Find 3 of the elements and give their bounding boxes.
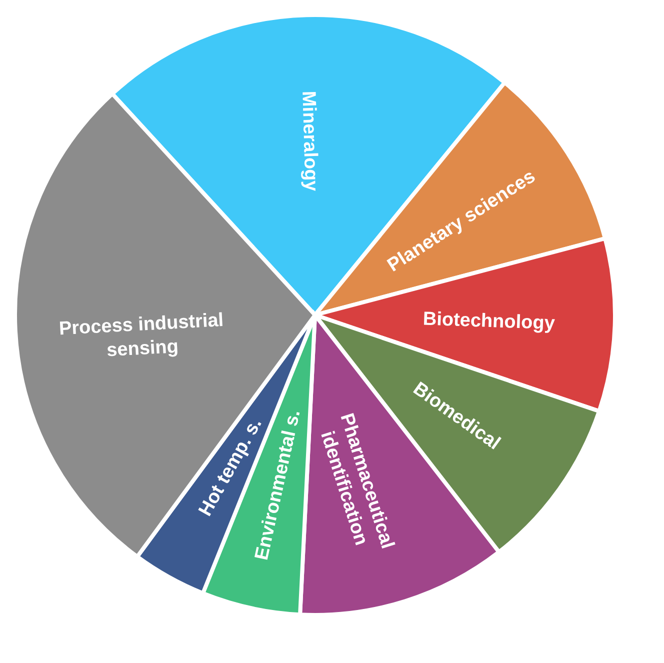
- slice-label: Process industrial sensing: [58, 310, 224, 362]
- slice-label: Biotechnology: [422, 308, 556, 334]
- slice-label: Mineralogy: [298, 90, 322, 192]
